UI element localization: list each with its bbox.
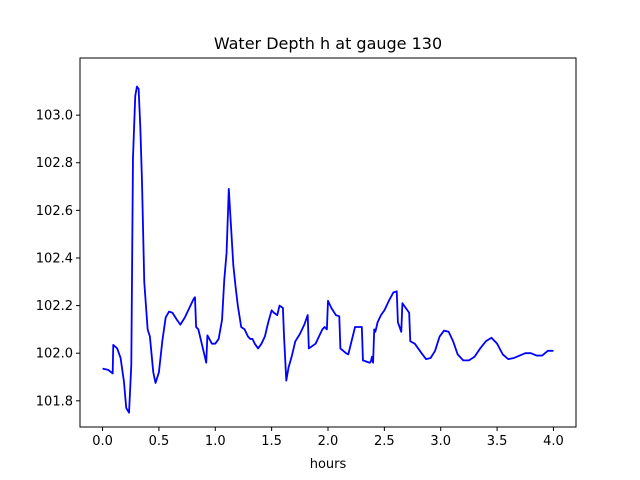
y-tick-label: 102.4 — [36, 251, 73, 266]
x-axis-ticks: 0.0 0.5 1.0 1.5 2.0 2.5 3.0 3.5 4.0 — [92, 427, 564, 449]
series-line-0 — [102, 85, 554, 414]
plot-frame — [79, 57, 577, 428]
x-tick-label: 3.5 — [487, 434, 508, 449]
y-tick-label: 102.0 — [36, 347, 73, 362]
x-axis-label: hours — [310, 457, 347, 472]
x-tick-label: 0.5 — [149, 434, 170, 449]
x-tick-label: 2.0 — [318, 434, 339, 449]
y-tick-label: 102.6 — [36, 204, 73, 219]
plot-area — [102, 85, 554, 414]
x-tick-label: 2.5 — [374, 434, 395, 449]
y-tick-label: 102.2 — [36, 299, 73, 314]
chart-title: Water Depth h at gauge 130 — [214, 34, 442, 53]
x-tick-label: 0.0 — [92, 434, 113, 449]
x-tick-label: 4.0 — [543, 434, 564, 449]
y-axis-ticks: 101.8 102.0 102.2 102.4 102.6 102.8 103.0 — [36, 109, 80, 409]
x-tick-label: 3.0 — [430, 434, 451, 449]
x-tick-label: 1.0 — [205, 434, 226, 449]
x-tick-label: 1.5 — [261, 434, 282, 449]
y-tick-label: 101.8 — [36, 394, 73, 409]
y-tick-label: 102.8 — [36, 156, 73, 171]
y-tick-label: 103.0 — [36, 109, 73, 124]
